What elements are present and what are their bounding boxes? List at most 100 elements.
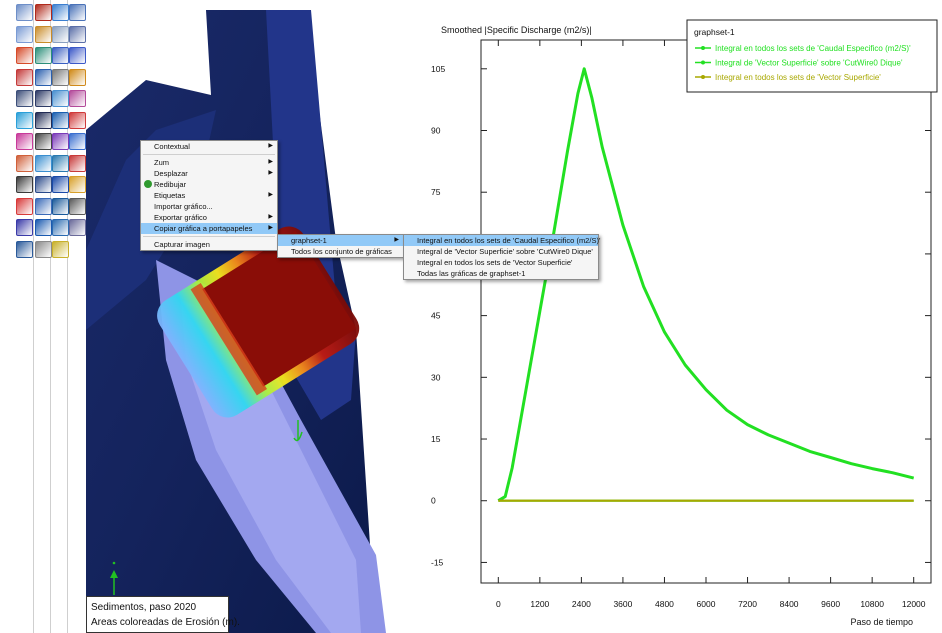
legend-entry: Integral de 'Vector Superficie' sobre 'C… bbox=[715, 59, 903, 68]
x-tick-label: 4800 bbox=[655, 599, 674, 609]
status-line-2: Areas coloreadas de Erosión (m). bbox=[91, 617, 240, 628]
chat-icon[interactable] bbox=[52, 68, 69, 86]
graph-icon[interactable] bbox=[69, 4, 86, 21]
frame-icon[interactable] bbox=[16, 90, 33, 107]
zoom-icon[interactable] bbox=[16, 25, 33, 43]
submenu2-item[interactable]: Integral en todos los sets de 'Vector Su… bbox=[404, 257, 598, 268]
chevron-right-icon: ▶ bbox=[268, 159, 273, 165]
y-tick-label: 30 bbox=[431, 372, 441, 382]
y-tick-label: -15 bbox=[431, 557, 444, 567]
chevron-right-icon: ▶ bbox=[268, 170, 273, 176]
gis-icon[interactable] bbox=[52, 47, 69, 64]
stack-icon[interactable] bbox=[52, 154, 69, 172]
submenu-copy-graph[interactable]: graphset-1 ▶ Todos los conjunto de gráfica… bbox=[277, 234, 404, 258]
node-icon[interactable] bbox=[35, 154, 52, 172]
axis-icon[interactable] bbox=[16, 176, 33, 193]
context-menu-item[interactable]: Desplazar ▶ bbox=[141, 168, 277, 179]
bars-icon[interactable] bbox=[69, 154, 86, 172]
context-menu-item[interactable]: Etiquetas ▶ bbox=[141, 190, 277, 201]
probe-icon[interactable] bbox=[69, 197, 86, 215]
ruler-icon[interactable] bbox=[52, 90, 69, 107]
context-menu-item[interactable]: Importar gráfico... bbox=[141, 201, 277, 212]
rect-icon[interactable] bbox=[35, 68, 52, 86]
chevron-right-icon: ▶ bbox=[268, 192, 273, 198]
triangle-icon[interactable] bbox=[16, 133, 33, 150]
terrain-render[interactable] bbox=[86, 0, 429, 633]
paint-icon[interactable] bbox=[69, 68, 86, 86]
brush-icon[interactable] bbox=[69, 176, 86, 193]
split-icon[interactable] bbox=[69, 90, 86, 107]
curve2-icon[interactable] bbox=[52, 219, 69, 236]
hand-icon[interactable] bbox=[35, 240, 52, 258]
context-menu-item-label: Etiquetas bbox=[154, 191, 186, 200]
series-line-1 bbox=[497, 67, 915, 502]
context-menu[interactable]: Contextual ▶ Zum ▶ Desplazar ▶ Redibujar Etique… bbox=[140, 140, 278, 251]
chevron-right-icon: ▶ bbox=[268, 143, 273, 149]
submenu2-item[interactable]: Todas las gráficas de graphset-1 bbox=[404, 268, 598, 279]
bar-chart-icon[interactable] bbox=[16, 240, 33, 258]
shp-icon[interactable] bbox=[52, 197, 69, 215]
ascii-icon[interactable] bbox=[52, 176, 69, 193]
chevron-right-icon: ▶ bbox=[268, 214, 273, 220]
moon-icon[interactable] bbox=[52, 240, 69, 258]
legend-marker bbox=[701, 46, 705, 50]
y-tick-label: 0 bbox=[431, 496, 436, 506]
layers-icon[interactable] bbox=[52, 4, 69, 21]
curve-icon[interactable] bbox=[69, 47, 86, 64]
cross-icon[interactable] bbox=[69, 111, 86, 129]
x-tick-label: 7200 bbox=[738, 599, 757, 609]
chart-legend: graphset-1 Integral en todos los sets de… bbox=[686, 19, 938, 93]
list-icon[interactable] bbox=[52, 25, 69, 43]
context-menu-item[interactable]: Zum ▶ bbox=[141, 157, 277, 168]
chart-line-icon[interactable] bbox=[69, 219, 86, 236]
vector-icon[interactable] bbox=[35, 197, 52, 215]
submenu2-item-label: Integral en todos los sets de 'Caudal Es… bbox=[417, 236, 601, 245]
chart-background bbox=[429, 0, 942, 633]
colorbar-icon[interactable] bbox=[16, 197, 33, 215]
surface-icon[interactable] bbox=[16, 111, 33, 129]
model-viewport[interactable] bbox=[86, 0, 429, 633]
xy-icon[interactable] bbox=[35, 176, 52, 193]
submenu1-item-label: graphset-1 bbox=[291, 236, 327, 245]
context-menu-item[interactable]: Copiar gráfica a portapapeles ▶ bbox=[141, 223, 277, 234]
submenu2-item-label: Integral de 'Vector Superficie' sobre 'C… bbox=[417, 247, 593, 256]
context-menu-item-label: Zum bbox=[154, 158, 169, 167]
open-icon[interactable] bbox=[16, 4, 33, 21]
x-tick-label: 1200 bbox=[530, 599, 549, 609]
context-menu-item[interactable]: Contextual ▶ bbox=[141, 141, 277, 152]
y-tick-label: 45 bbox=[431, 311, 441, 321]
table-icon[interactable] bbox=[69, 25, 86, 43]
legend-marker bbox=[701, 60, 705, 65]
discharge-chart[interactable]: Smoothed |Specific Discharge (m2/s)| -15… bbox=[429, 0, 942, 633]
shade-icon[interactable] bbox=[52, 133, 69, 150]
context-menu-item-label: Importar gráfico... bbox=[154, 202, 213, 211]
grid-icon[interactable] bbox=[52, 111, 69, 129]
mesh-icon[interactable] bbox=[35, 47, 52, 64]
pointer-icon[interactable] bbox=[16, 68, 33, 86]
context-menu-item[interactable]: Exportar gráfico ▶ bbox=[141, 212, 277, 223]
submenu2-item[interactable]: Integral de 'Vector Superficie' sobre 'C… bbox=[404, 246, 598, 257]
text-icon[interactable] bbox=[35, 90, 52, 107]
plot-icon[interactable] bbox=[16, 154, 33, 172]
palette-icon[interactable] bbox=[16, 47, 33, 64]
y-tick-label: 90 bbox=[431, 126, 441, 136]
x-axis-label: Paso de tiempo bbox=[850, 617, 913, 627]
submenu-graphset[interactable]: Integral en todos los sets de 'Caudal Es… bbox=[403, 234, 601, 280]
arrow-icon[interactable] bbox=[69, 133, 86, 150]
r-icon[interactable] bbox=[35, 111, 52, 129]
context-menu-item[interactable]: Capturar imagen bbox=[141, 239, 277, 250]
pencil-icon[interactable] bbox=[35, 25, 52, 43]
record-icon[interactable] bbox=[35, 4, 52, 21]
lines-icon[interactable] bbox=[35, 133, 52, 150]
context-menu-item-label: Contextual bbox=[154, 142, 190, 151]
y-tick-label: 75 bbox=[431, 187, 441, 197]
context-menu-item[interactable]: Redibujar bbox=[141, 179, 277, 190]
chevron-right-icon: ▶ bbox=[394, 237, 399, 243]
legend-icon[interactable] bbox=[16, 219, 33, 236]
submenu1-item[interactable]: Todos los conjunto de gráficas bbox=[278, 246, 403, 257]
submenu2-item[interactable]: Integral en todos los sets de 'Caudal Es… bbox=[404, 235, 601, 246]
submenu1-item[interactable]: graphset-1 ▶ bbox=[278, 235, 403, 246]
info-icon[interactable] bbox=[35, 219, 52, 236]
status-line-1: Sedimentos, paso 2020 bbox=[91, 602, 197, 613]
context-menu-item-label: Redibujar bbox=[154, 180, 187, 189]
